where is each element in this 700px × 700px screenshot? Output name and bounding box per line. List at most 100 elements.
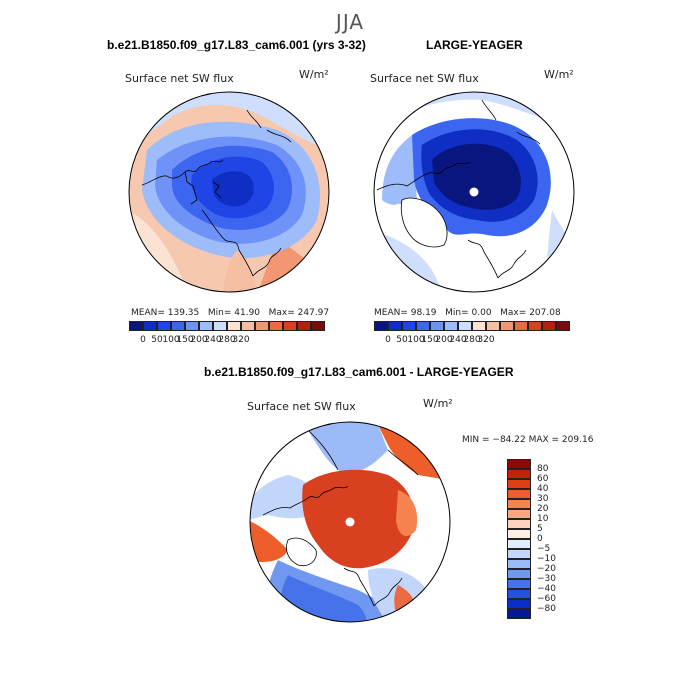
- panel1-stats: MEAN= 139.35 Min= 41.90 Max= 247.97: [131, 308, 329, 318]
- panel2-title: LARGE-YEAGER: [426, 38, 523, 52]
- panel3-polar-map: [248, 420, 452, 628]
- panel3-colorbar-cell: [507, 599, 531, 609]
- panel1-colorbar-cell: [213, 321, 227, 331]
- panel1-colorbar-cell: [269, 321, 283, 331]
- panel2-colorbar-cell: [388, 321, 402, 331]
- panel2-units-label: W/m²: [544, 68, 574, 81]
- panel3-colorbar-cell: [507, 519, 531, 529]
- panel2-colorbar-tick-label: 240: [449, 335, 467, 345]
- panel3-colorbar-tick-label: 60: [537, 474, 549, 484]
- panel3-colorbar-cell: [507, 469, 531, 479]
- panel1-colorbar: [129, 321, 325, 331]
- panel1-colorbar-tick-label: 200: [190, 335, 208, 345]
- panel1-title: b.e21.B1850.f09_g17.L83_cam6.001 (yrs 3-…: [107, 38, 366, 52]
- panel1-colorbar-cell: [227, 321, 241, 331]
- panel3-colorbar-cell: [507, 579, 531, 589]
- panel2-colorbar-cell: [528, 321, 542, 331]
- panel3-colorbar-cell: [507, 549, 531, 559]
- panel2-colorbar-cell: [542, 321, 556, 331]
- panel3-map-svg: [249, 421, 451, 623]
- panel3-coastlines: [262, 429, 419, 607]
- panel1-variable-label: Surface net SW flux: [125, 72, 234, 85]
- panel2-mean-label: MEAN=: [374, 308, 408, 318]
- panel1-colorbar-tick-label: 320: [232, 335, 250, 345]
- panel1-colorbar-ticks: 0 50 100 150 200 240 280 320: [129, 335, 325, 347]
- panel1-max-value: 247.97: [297, 308, 330, 318]
- panel1-colorbar-cell: [143, 321, 157, 331]
- panel2-colorbar-cell: [486, 321, 500, 331]
- panel3-colorbar-tick-label: −20: [537, 564, 556, 574]
- panel3-colorbar-cell: [507, 529, 531, 539]
- panel3-colorbar-cell: [507, 559, 531, 569]
- panel2-min-label: Min=: [445, 308, 469, 318]
- panel2-max-label: Max=: [500, 308, 527, 318]
- panel3-colorbar-tick-label: −60: [537, 594, 556, 604]
- panel2-colorbar-cell: [402, 321, 416, 331]
- panel2-pole-mask: [469, 187, 479, 197]
- panel3-colorbar-tick-label: 10: [537, 514, 549, 524]
- panel2-colorbar-cell: [514, 321, 528, 331]
- panel3-colorbar: [507, 459, 531, 619]
- panel3-colorbar-cell: [507, 569, 531, 579]
- panel2-colorbar-tick-label: 200: [435, 335, 453, 345]
- panel2-polar-map: [372, 90, 576, 298]
- panel3-colorbar-tick-label: −5: [537, 544, 551, 554]
- panel1-colorbar-cell: [157, 321, 171, 331]
- panel2-colorbar-cell: [416, 321, 430, 331]
- panel2-colorbar-cell: [472, 321, 486, 331]
- panel2-colorbar-cell: [458, 321, 472, 331]
- panel1-mean-label: MEAN=: [131, 308, 165, 318]
- panel2-colorbar-tick-label: 150: [421, 335, 439, 345]
- panel1-units-label: W/m²: [299, 68, 329, 81]
- panel3-colorbar-tick-label: 80: [537, 464, 549, 474]
- panel3-colorbar-cell: [507, 459, 531, 469]
- panel1-colorbar-cell: [171, 321, 185, 331]
- panel3-colorbar-tick-label: 40: [537, 484, 549, 494]
- panel1-coastlines: [141, 109, 292, 277]
- panel3-colorbar-cell: [507, 489, 531, 499]
- panel3-colorbar-tick-label: 0: [537, 534, 543, 544]
- panel3-colorbar-tick-label: −10: [537, 554, 556, 564]
- panel2-colorbar-cell: [444, 321, 458, 331]
- panel1-colorbar-cell: [185, 321, 199, 331]
- panel1-min-label: Min=: [207, 308, 232, 318]
- panel1-colorbar-cell: [241, 321, 255, 331]
- panel2-colorbar-cell: [430, 321, 444, 331]
- panel1-polar-map: [127, 90, 331, 298]
- panel3-colorbar-ticks: 80 60 40 30 20 10 5 0 −5 −10 −20 −30 −40 −60 −80: [537, 459, 577, 619]
- panel2-coastlines: [376, 99, 541, 279]
- panel1-colorbar-cell: [199, 321, 213, 331]
- panel1-max-label: Max=: [268, 308, 295, 318]
- season-title: JJA: [335, 10, 365, 34]
- panel1-colorbar-tick-label: 0: [140, 335, 146, 345]
- panel1-colorbar-cell: [283, 321, 297, 331]
- panel3-colorbar-cell: [507, 609, 531, 619]
- panel3-colorbar-cell: [507, 539, 531, 549]
- panel1-map-svg: [128, 91, 330, 293]
- panel1-colorbar-tick-label: 50: [151, 335, 163, 345]
- panel2-min-value: 0.00: [471, 308, 492, 318]
- panel1-map-border: [128, 91, 330, 293]
- panel2-variable-label: Surface net SW flux: [370, 72, 479, 85]
- panel3-pole-mask: [345, 517, 355, 527]
- panel1-colorbar-tick-label: 100: [162, 335, 180, 345]
- panel1-mean-value: 139.35: [167, 308, 200, 318]
- panel3-title: b.e21.B1850.f09_g17.L83_cam6.001 - LARGE…: [204, 365, 514, 379]
- panel1-colorbar-cell: [255, 321, 269, 331]
- panel3-units-label: W/m²: [423, 397, 453, 410]
- panel3-minmax-stats: MIN = −84.22 MAX = 209.16: [462, 435, 594, 445]
- panel3-variable-label: Surface net SW flux: [247, 400, 356, 413]
- panel2-map-svg: [373, 91, 575, 293]
- panel1-colorbar-tick-label: 150: [176, 335, 194, 345]
- panel2-colorbar-tick-label: 280: [463, 335, 481, 345]
- panel3-colorbar-cell: [507, 479, 531, 489]
- panel1-min-value: 41.90: [234, 308, 261, 318]
- panel3-colorbar-tick-label: −80: [537, 604, 556, 614]
- panel2-colorbar: [374, 321, 570, 331]
- panel3-map-border: [249, 421, 451, 623]
- panel2-stats: MEAN= 98.19 Min= 0.00 Max= 207.08: [374, 308, 561, 318]
- panel3-colorbar-cell: [507, 589, 531, 599]
- panel2-colorbar-tick-label: 0: [385, 335, 391, 345]
- panel3-colorbar-cell: [507, 499, 531, 509]
- panel2-colorbar-tick-label: 50: [396, 335, 408, 345]
